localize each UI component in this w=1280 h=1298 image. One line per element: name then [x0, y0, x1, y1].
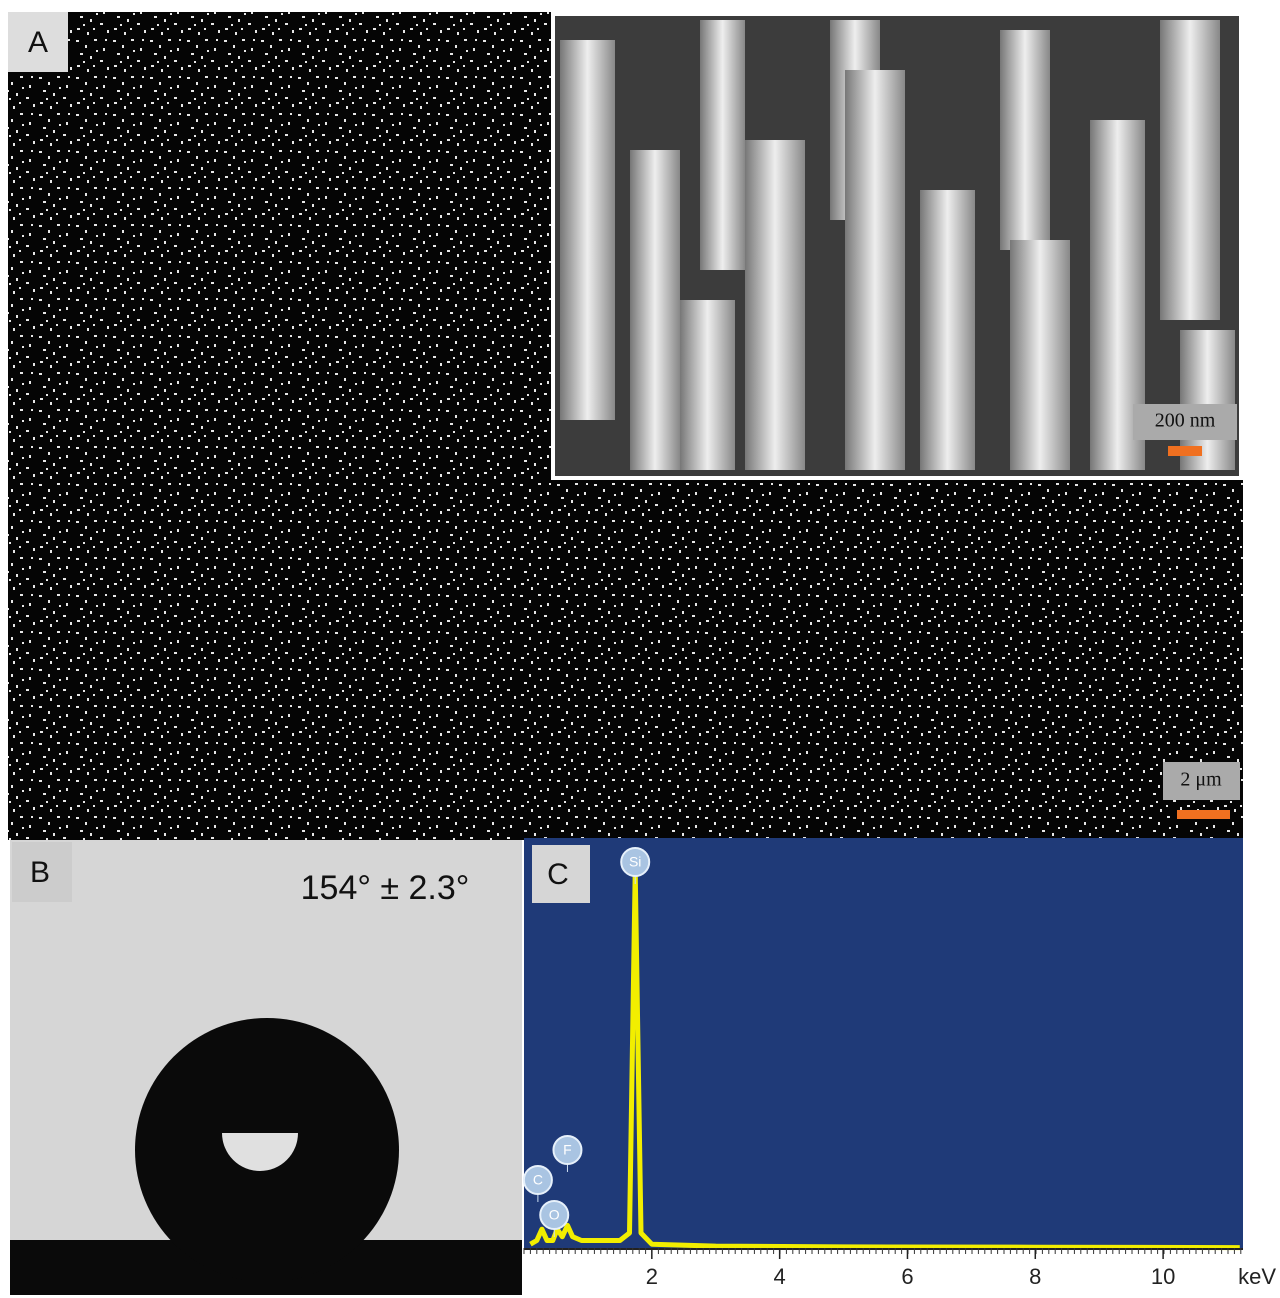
- panel-label: B: [30, 856, 50, 889]
- x-tick-label: 4: [774, 1264, 786, 1289]
- scale-bar: [1168, 446, 1202, 456]
- x-tick-label: 6: [901, 1264, 913, 1289]
- annotation-label: Si: [629, 854, 641, 870]
- x-tick-label: 8: [1029, 1264, 1041, 1289]
- scale-bar-label: 2 μm: [1180, 769, 1222, 791]
- annotation-label: C: [533, 1172, 543, 1188]
- x-tick-label: 2: [646, 1264, 658, 1289]
- scale-bar-label: 200 nm: [1155, 410, 1216, 432]
- panel-label: C: [547, 858, 569, 891]
- panel-label: A: [28, 26, 48, 59]
- annotation-label: F: [563, 1142, 572, 1158]
- x-tick-label: 10: [1151, 1264, 1175, 1289]
- scale-bar: [1177, 810, 1230, 819]
- contact-angle: 154° ± 2.3°: [301, 869, 470, 907]
- figure: A 200 nm 2 μm B 154° ± 2.3° C 2 4 6 8 10 keV S…: [0, 0, 1280, 1298]
- x-axis-label: keV: [1238, 1264, 1276, 1289]
- annotation-label: O: [549, 1207, 560, 1223]
